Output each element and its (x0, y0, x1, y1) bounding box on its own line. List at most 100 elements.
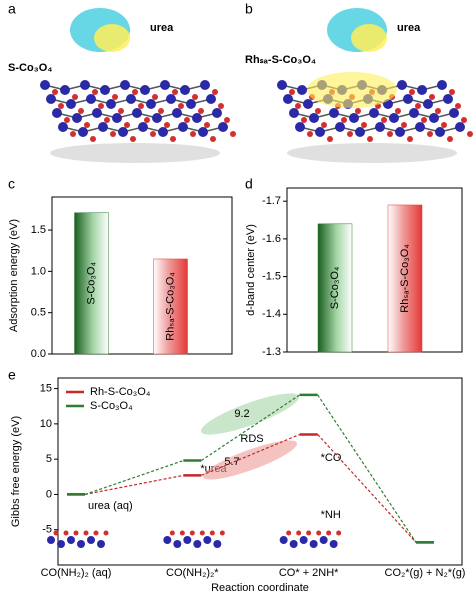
co-atom (58, 122, 68, 132)
co-atom (299, 536, 308, 544)
o-atom (407, 136, 413, 142)
o-atom (209, 530, 215, 536)
o-atom (401, 122, 407, 128)
y-tick-label: -1.5 (262, 271, 281, 283)
co-atom (329, 540, 338, 548)
annotation: 9.2 (234, 408, 249, 420)
o-atom (295, 103, 301, 109)
o-atom (435, 108, 441, 114)
o-atom (144, 117, 150, 123)
o-atom (336, 530, 342, 536)
o-atom (347, 131, 353, 137)
co-atom (218, 122, 228, 132)
connector (201, 433, 300, 476)
co-atom (423, 99, 433, 109)
co-atom (138, 122, 148, 132)
o-atom (316, 530, 322, 536)
o-atom (158, 108, 164, 114)
co-atom (295, 122, 305, 132)
co-atom (443, 94, 453, 104)
shadow (287, 143, 457, 163)
o-atom (152, 94, 158, 100)
o-atom (73, 530, 79, 536)
o-atom (118, 108, 124, 114)
co-atom (375, 122, 385, 132)
o-atom (327, 136, 333, 142)
o-atom (72, 94, 78, 100)
y-tick-label: -1.6 (262, 233, 281, 245)
o-atom (132, 89, 138, 95)
o-atom (230, 131, 236, 137)
co-atom (455, 122, 465, 132)
o-atom (289, 89, 295, 95)
y-tick-label: 15 (40, 382, 52, 394)
o-atom (381, 117, 387, 123)
co-atom (86, 94, 96, 104)
o-atom (190, 131, 196, 137)
o-atom (130, 136, 136, 142)
o-atom (172, 89, 178, 95)
plot-frame (57, 377, 463, 566)
bar (317, 223, 353, 353)
o-atom (204, 122, 210, 128)
x-tick-label: CO* + 2NH* (279, 567, 339, 579)
panel-label: e (8, 367, 16, 383)
o-atom (92, 89, 98, 95)
co-atom (186, 99, 196, 109)
o-atom (184, 117, 190, 123)
o-atom (58, 103, 64, 109)
co-atom (172, 108, 182, 118)
x-tick-label: CO(NH₂)₂* (166, 567, 219, 579)
o-atom (341, 117, 347, 123)
o-atom (192, 94, 198, 100)
o-atom (307, 131, 313, 137)
o-atom (164, 122, 170, 128)
y-tick-label: -1.3 (262, 346, 281, 358)
co-atom (395, 127, 405, 137)
bar-category-label: S-Co₃O₄ (85, 262, 97, 305)
o-atom (218, 103, 224, 109)
y-tick-label: 0.5 (31, 307, 46, 319)
o-atom (110, 131, 116, 137)
o-atom (150, 131, 156, 137)
y-axis-label: Adsorption energy (eV) (8, 219, 20, 332)
y-tick-label: 1.5 (31, 224, 46, 236)
isosurface (307, 72, 397, 108)
co-atom (163, 536, 172, 544)
structure-label: *NH (321, 509, 341, 521)
o-atom (83, 530, 89, 536)
o-atom (315, 108, 321, 114)
co-atom (120, 80, 130, 90)
co-atom (78, 127, 88, 137)
co-atom (449, 108, 459, 118)
o-atom (189, 530, 195, 536)
legend-label: S-Co₃O₄ (90, 400, 133, 412)
co-atom (203, 536, 212, 544)
o-atom (447, 136, 453, 142)
co-atom (80, 80, 90, 90)
o-atom (112, 94, 118, 100)
co-atom (66, 99, 76, 109)
o-atom (224, 117, 230, 123)
o-atom (286, 530, 292, 536)
y-tick-label: -5 (42, 524, 52, 536)
co-atom (166, 94, 176, 104)
bar (153, 258, 188, 355)
annotation: RDS (240, 433, 263, 445)
co-atom (279, 536, 288, 544)
o-atom (461, 117, 467, 123)
co-atom (77, 540, 85, 548)
co-atom (289, 108, 299, 118)
co-atom (309, 540, 318, 548)
annotation: 5.7 (224, 456, 239, 468)
o-atom (455, 103, 461, 109)
bar (387, 204, 423, 353)
y-tick-label: -1.4 (262, 308, 281, 320)
o-atom (355, 108, 361, 114)
co-atom (160, 80, 170, 90)
co-atom (126, 94, 136, 104)
co-atom (40, 80, 50, 90)
co-atom (417, 85, 427, 95)
highlight (200, 393, 300, 435)
co-atom (206, 94, 216, 104)
